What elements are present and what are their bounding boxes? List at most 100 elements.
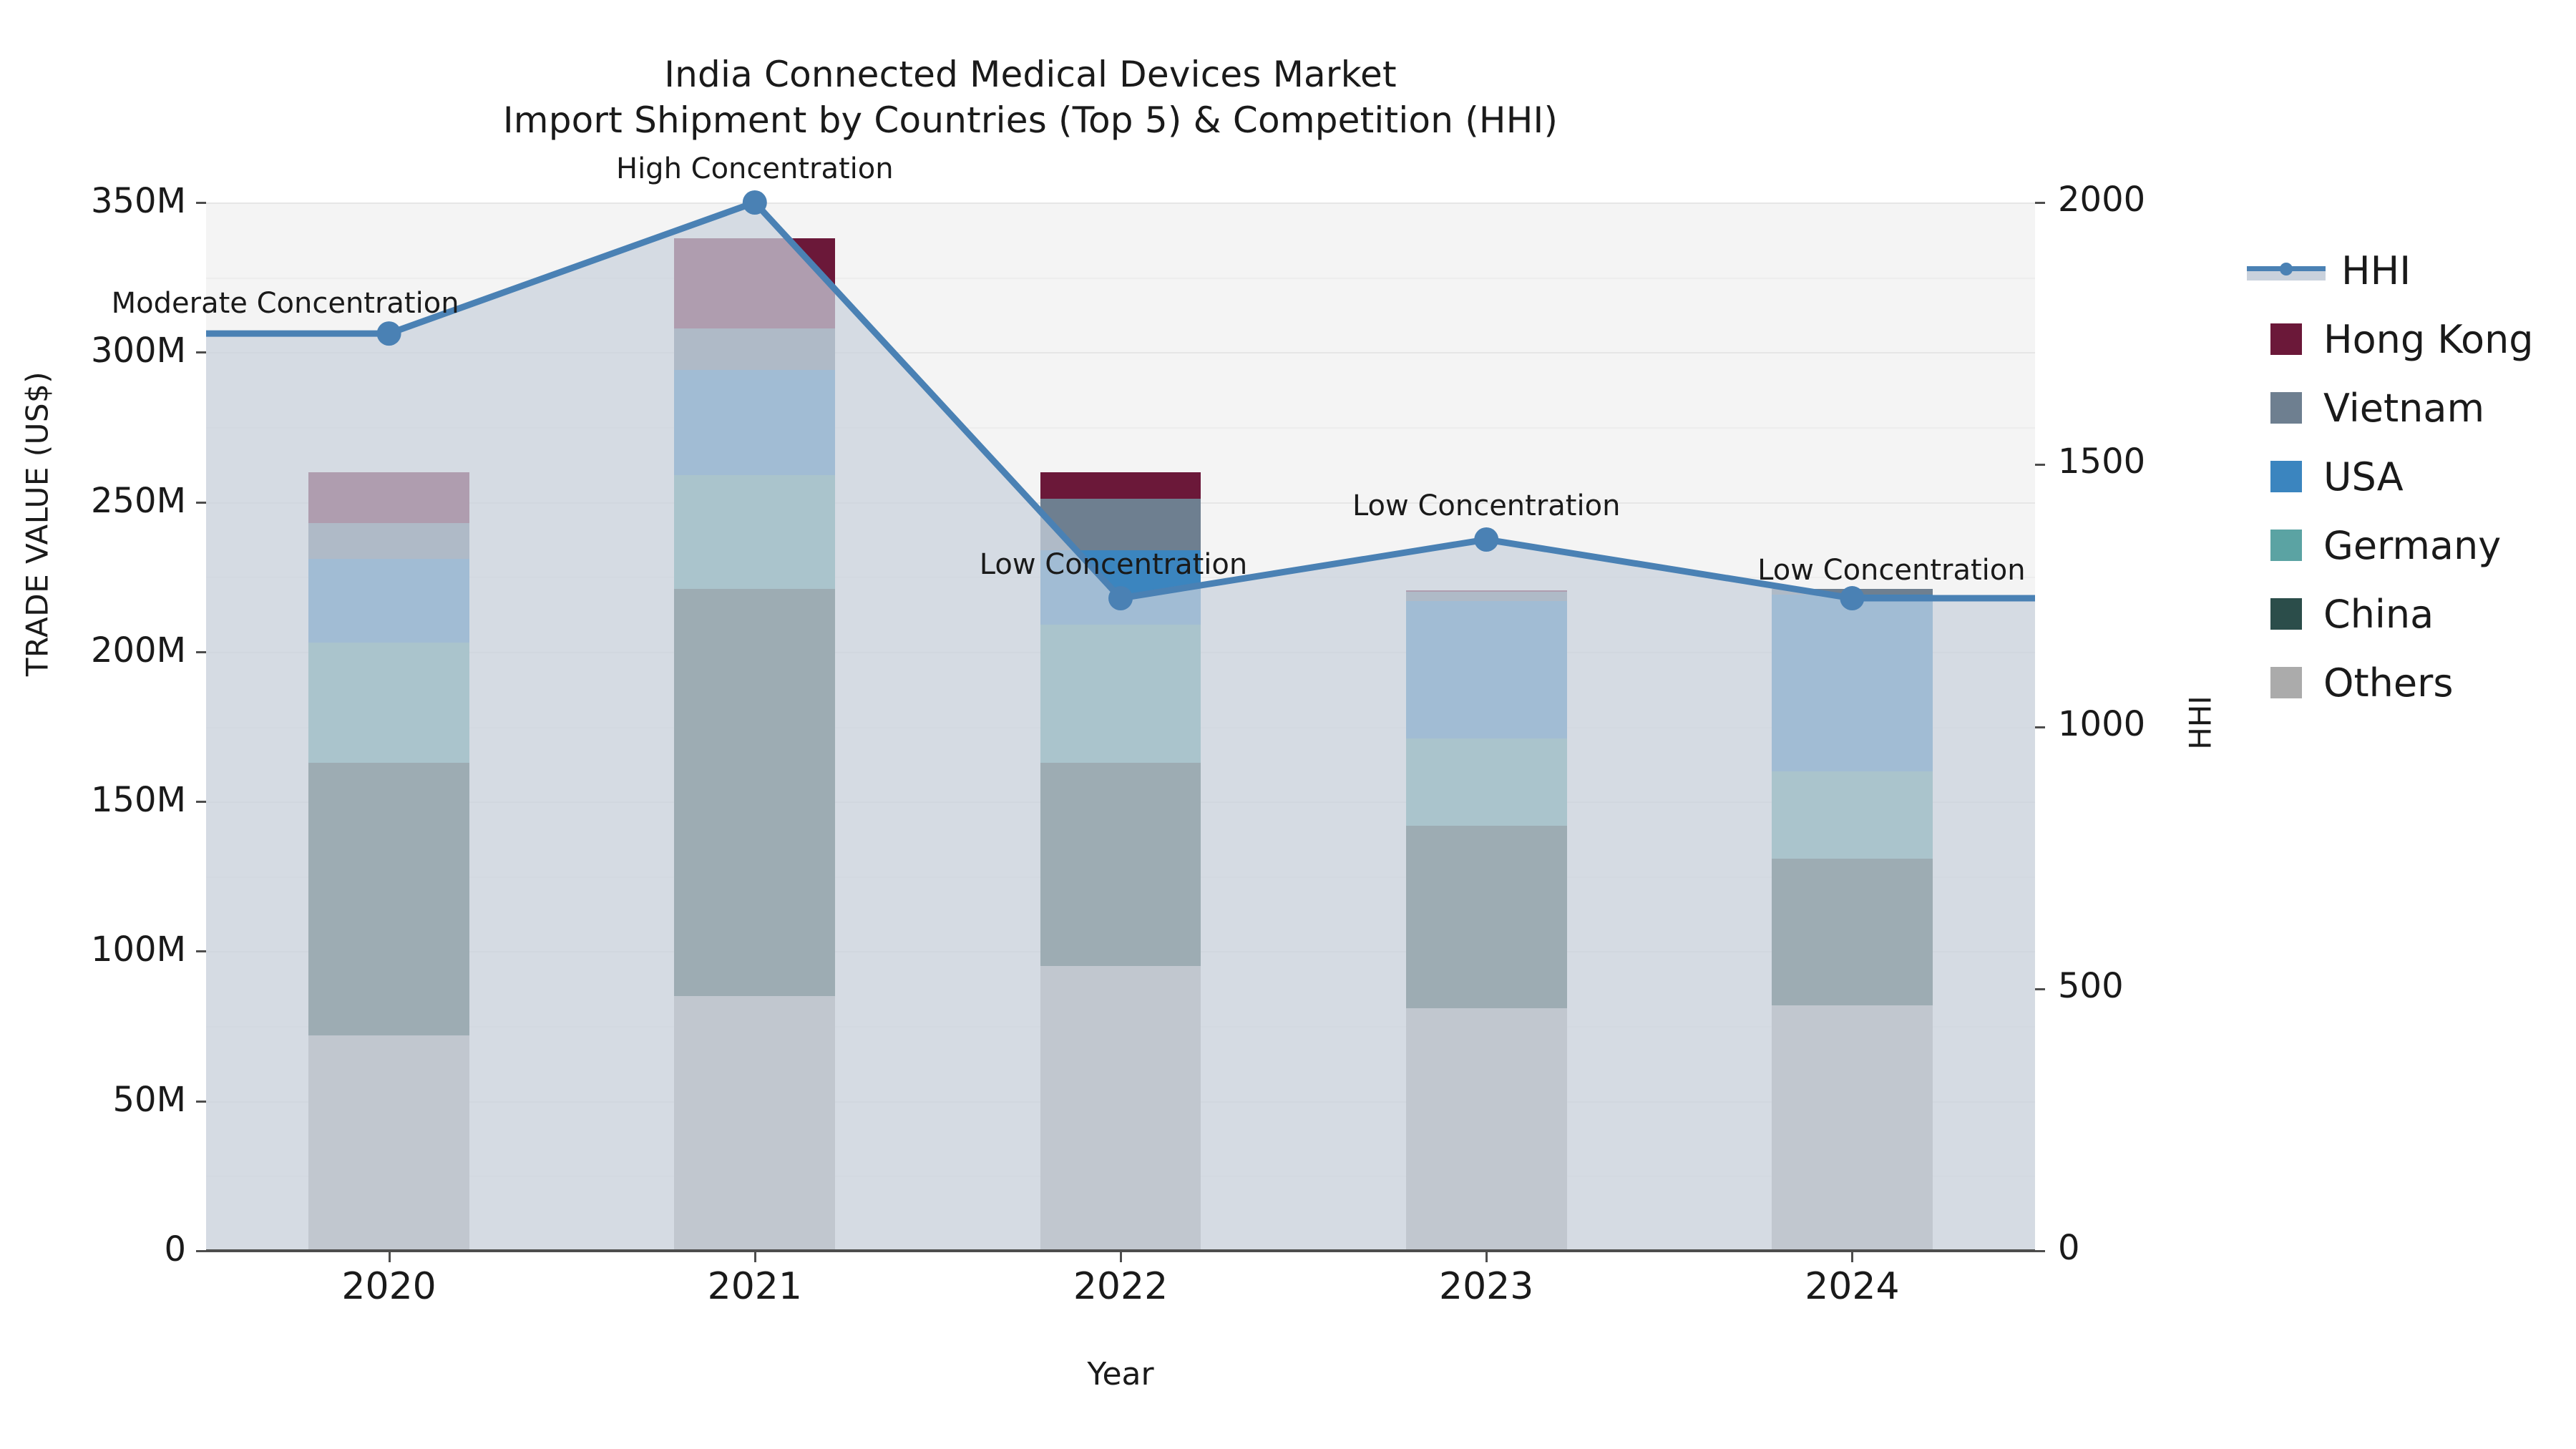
legend-swatch-icon	[2270, 323, 2302, 355]
bar-segment-hong-kong[interactable]	[674, 238, 836, 328]
x-axis-tick-label-2020: 2020	[341, 1265, 436, 1308]
y-axis-left-label: TRADE VALUE (US$)	[19, 371, 55, 677]
y-axis-right-tick-label: 1000	[2058, 703, 2146, 744]
legend-item-label: HHI	[2341, 248, 2411, 293]
legend-item-label: Vietnam	[2323, 385, 2485, 431]
y-axis-left-tick-label: 200M	[90, 630, 186, 670]
y-axis-left-tick-label: 300M	[90, 331, 186, 371]
concentration-annotation: Low Concentration	[1352, 489, 1621, 522]
y-axis-left-tick-mark	[196, 950, 206, 953]
x-axis-tick-label-2022: 2022	[1073, 1265, 1169, 1308]
bar-segment-china[interactable]	[674, 588, 836, 997]
bar-segment-usa[interactable]	[308, 559, 470, 643]
bar-segment-germany[interactable]	[1771, 771, 1933, 859]
y-axis-right-tick-label: 0	[2058, 1228, 2080, 1268]
bar-segment-china[interactable]	[1040, 762, 1201, 967]
y-axis-right-label: HHI	[2182, 696, 2218, 750]
legend-swatch-icon	[2270, 392, 2302, 424]
concentration-annotation: Low Concentration	[979, 548, 1248, 582]
bar-segment-hong-kong[interactable]	[1040, 472, 1201, 499]
legend-item-vietnam[interactable]: Vietnam	[2247, 374, 2562, 442]
legend-swatch-icon	[2270, 598, 2302, 630]
legend-item-hhi[interactable]: HHI	[2247, 236, 2562, 305]
concentration-annotation: High Concentration	[615, 152, 894, 185]
x-axis-label: Year	[1087, 1356, 1154, 1392]
legend-item-label: USA	[2323, 454, 2404, 499]
gridline-minor	[206, 426, 2035, 429]
y-axis-right-tick-mark	[2035, 987, 2045, 990]
y-axis-left-tick-label: 350M	[90, 181, 186, 221]
legend-item-label: Hong Kong	[2323, 316, 2534, 362]
y-axis-left-tick-mark	[196, 501, 206, 504]
chart-subtitle: Import Shipment by Countries (Top 5) & C…	[502, 99, 1558, 141]
x-axis-tick-label-2024: 2024	[1805, 1265, 1900, 1308]
chart-legend: HHI Hong Kong Vietnam USA Germany China Others	[2247, 236, 2562, 717]
y-axis-left-tick-mark	[196, 351, 206, 354]
legend-swatch-icon	[2270, 667, 2302, 698]
bar-segment-china[interactable]	[1771, 858, 1933, 1005]
bar-segment-others[interactable]	[308, 1035, 470, 1251]
bar-segment-vietnam[interactable]	[1040, 499, 1201, 550]
legend-item-label: Others	[2323, 660, 2454, 706]
bar-segment-china[interactable]	[308, 762, 470, 1035]
gridline-major	[206, 352, 2035, 354]
y-axis-left-tick-mark	[196, 1250, 206, 1252]
bar-segment-others[interactable]	[674, 996, 836, 1251]
legend-item-usa[interactable]: USA	[2247, 442, 2562, 511]
x-axis-tick-mark	[1485, 1252, 1488, 1262]
y-axis-left-tick-label: 50M	[112, 1079, 187, 1120]
bar-segment-usa[interactable]	[1771, 595, 1933, 772]
x-axis-tick-mark	[753, 1252, 756, 1262]
bar-segment-germany[interactable]	[308, 643, 470, 763]
bar-segment-usa[interactable]	[1405, 600, 1567, 739]
y-axis-left-tick-mark	[196, 801, 206, 804]
y-axis-left-tick-label: 250M	[90, 480, 186, 521]
y-axis-left-tick-label: 0	[164, 1229, 186, 1269]
y-axis-left-tick-mark	[196, 202, 206, 204]
y-axis-left-tick-label: 150M	[90, 780, 186, 821]
y-axis-right-tick-mark	[2035, 726, 2045, 728]
x-axis-line	[206, 1249, 2035, 1252]
legend-item-hong-kong[interactable]: Hong Kong	[2247, 305, 2562, 374]
x-axis-tick-label-2023: 2023	[1439, 1265, 1534, 1308]
legend-line-marker-icon	[2247, 255, 2326, 286]
bar-segment-vietnam[interactable]	[1771, 588, 1933, 595]
gridline-major	[206, 203, 2035, 204]
y-axis-right-tick-label: 500	[2058, 965, 2124, 1006]
bar-segment-hong-kong[interactable]	[1405, 590, 1567, 592]
y-axis-right-tick-label: 2000	[2058, 180, 2146, 220]
bar-segment-germany[interactable]	[1040, 625, 1201, 763]
legend-item-others[interactable]: Others	[2247, 648, 2562, 717]
legend-item-germany[interactable]: Germany	[2247, 511, 2562, 580]
bar-segment-others[interactable]	[1771, 1005, 1933, 1251]
bar-segment-hong-kong[interactable]	[308, 472, 470, 523]
y-axis-left-tick-mark	[196, 650, 206, 653]
y-axis-right-tick-mark	[2035, 202, 2045, 204]
x-axis-tick-label-2021: 2021	[707, 1265, 802, 1308]
bar-segment-vietnam[interactable]	[674, 328, 836, 371]
bar-segment-vietnam[interactable]	[1405, 592, 1567, 601]
bar-segment-germany[interactable]	[1405, 738, 1567, 826]
legend-item-label: Germany	[2323, 522, 2502, 568]
bar-segment-germany[interactable]	[674, 474, 836, 589]
y-axis-left-tick-label: 100M	[90, 930, 186, 970]
bar-segment-others[interactable]	[1040, 966, 1201, 1251]
y-axis-right-tick-mark	[2035, 464, 2045, 467]
chart-title-block: India Connected Medical Devices Market I…	[0, 52, 2061, 143]
bar-segment-others[interactable]	[1405, 1008, 1567, 1251]
x-axis-tick-mark	[1851, 1252, 1854, 1262]
x-axis-tick-mark	[1120, 1252, 1122, 1262]
bar-segment-usa[interactable]	[674, 370, 836, 475]
bar-segment-china[interactable]	[1405, 825, 1567, 1008]
concentration-annotation: Low Concentration	[1757, 554, 2026, 587]
gridline-minor	[206, 277, 2035, 279]
y-axis-right-tick-mark	[2035, 1250, 2045, 1252]
chart-title: India Connected Medical Devices Market	[664, 54, 1397, 95]
y-axis-left-tick-mark	[196, 1100, 206, 1103]
legend-item-china[interactable]: China	[2247, 580, 2562, 648]
concentration-annotation: Moderate Concentration	[111, 287, 459, 321]
bar-segment-vietnam[interactable]	[308, 522, 470, 560]
legend-swatch-icon	[2270, 461, 2302, 492]
x-axis-tick-mark	[388, 1252, 391, 1262]
